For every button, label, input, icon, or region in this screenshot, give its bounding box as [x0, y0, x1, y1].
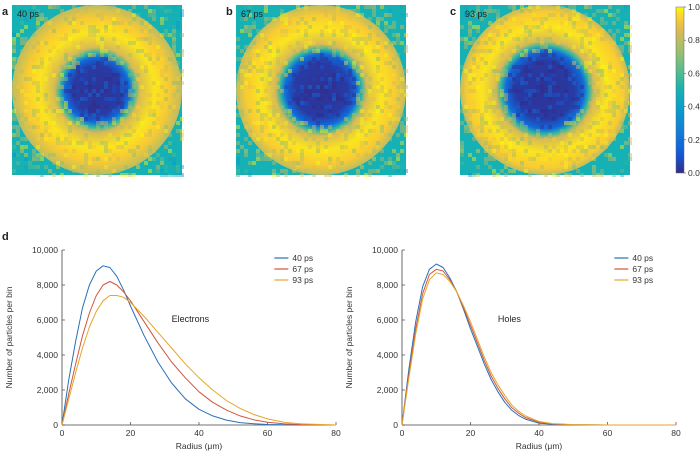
x-tick-label: 0: [60, 428, 65, 438]
density-ring: [460, 5, 630, 175]
x-axis-label: Radius (μm): [176, 441, 223, 451]
x-tick-label: 80: [331, 428, 341, 438]
legend-item: 67 ps: [614, 264, 653, 274]
series-annotation: Holes: [498, 314, 522, 324]
noise-speckle: [236, 5, 408, 177]
panel-label-c: c: [450, 6, 456, 18]
y-tick-label: 4,000: [37, 350, 59, 360]
colorbar-tick-label: 0.0: [688, 168, 700, 178]
legend-label: 93 ps: [292, 275, 313, 285]
series-line-40-ps: [61, 265, 336, 426]
time-label: 67 ps: [241, 9, 264, 19]
heatmap-panel-c: c 93 ps: [450, 5, 632, 177]
y-tick-label: 6,000: [37, 315, 59, 325]
time-label: 40 ps: [17, 9, 40, 19]
x-tick-label: 40: [194, 428, 204, 438]
noise-speckle: [460, 5, 632, 177]
colorbar-tick-label: 1.0: [688, 2, 700, 12]
y-tick-label: 4,000: [377, 350, 399, 360]
electrons-chart: 0 20 40 60 80 0 2,000 4,000 6,000 8,000 10,000 Radi…: [4, 245, 341, 451]
colorbar-tick-label: 0.6: [688, 68, 700, 78]
series-line-93-ps: [401, 272, 676, 426]
x-tick-label: 80: [671, 428, 681, 438]
colorbar-tick-label: 0.8: [688, 35, 700, 45]
legend-item: 40 ps: [274, 253, 313, 263]
y-tick-label: 0: [53, 420, 58, 430]
heatmap-panels: a 40 ps b 67 ps c 93 ps: [2, 5, 632, 177]
legend-label: 40 ps: [292, 253, 313, 263]
heatmap-panel-b: b 67 ps: [226, 5, 408, 177]
colorbar-gradient: [675, 6, 685, 174]
legend-label: 67 ps: [632, 264, 653, 274]
noise-speckle: [12, 5, 184, 177]
colorbar-tick-label: 0.4: [688, 102, 700, 112]
panel-label-d: d: [2, 231, 9, 243]
series-annotation: Electrons: [172, 314, 210, 324]
y-tick-label: 2,000: [37, 385, 59, 395]
x-tick-label: 0: [400, 428, 405, 438]
legend-label: 40 ps: [632, 253, 653, 263]
y-tick-label: 10,000: [32, 245, 58, 255]
density-ring: [12, 5, 182, 175]
colorbar-tick-label: 0.2: [688, 135, 700, 145]
y-tick-label: 6,000: [377, 315, 399, 325]
legend-item: 93 ps: [614, 275, 653, 285]
legend-item: 93 ps: [274, 275, 313, 285]
time-label: 93 ps: [465, 9, 488, 19]
y-tick-label: 10,000: [372, 245, 398, 255]
x-tick-label: 60: [603, 428, 613, 438]
legend-item: 40 ps: [614, 253, 653, 263]
density-ring: [236, 5, 406, 175]
legend-item: 67 ps: [274, 264, 313, 274]
y-axis-label: Number of particles per bin: [344, 286, 354, 388]
y-tick-label: 8,000: [37, 280, 59, 290]
holes-chart: 0 20 40 60 80 0 2,000 4,000 6,000 8,000 10,000 Radi…: [344, 245, 681, 451]
x-axis-label: Radius (μm): [516, 441, 563, 451]
y-tick-label: 8,000: [377, 280, 399, 290]
x-tick-label: 60: [263, 428, 273, 438]
y-tick-label: 2,000: [377, 385, 399, 395]
series-line-67-ps: [401, 268, 676, 426]
panel-label-a: a: [2, 6, 9, 18]
heatmap-panel-a: a 40 ps: [2, 5, 184, 177]
series-line-67-ps: [61, 281, 337, 426]
legend-label: 67 ps: [292, 264, 313, 274]
y-axis-label: Number of particles per bin: [4, 286, 14, 388]
panel-label-b: b: [226, 6, 233, 18]
colorbar: 0.0 0.2 0.4 0.6 0.8 1.0: [675, 2, 700, 178]
x-tick-label: 40: [534, 428, 544, 438]
legend-label: 93 ps: [632, 275, 653, 285]
series-line-40-ps: [401, 263, 676, 426]
x-tick-label: 20: [126, 428, 136, 438]
x-tick-label: 20: [466, 428, 476, 438]
y-tick-label: 0: [393, 420, 398, 430]
series-line-93-ps: [61, 295, 337, 426]
